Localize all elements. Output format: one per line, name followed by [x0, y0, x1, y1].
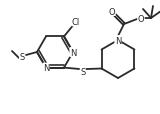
- Text: O: O: [109, 7, 115, 16]
- Text: Cl: Cl: [72, 18, 80, 27]
- Text: S: S: [19, 53, 25, 62]
- Text: S: S: [80, 67, 85, 76]
- Text: N: N: [115, 36, 121, 45]
- Text: N: N: [70, 48, 76, 57]
- Text: N: N: [43, 63, 49, 73]
- Text: O: O: [138, 14, 144, 23]
